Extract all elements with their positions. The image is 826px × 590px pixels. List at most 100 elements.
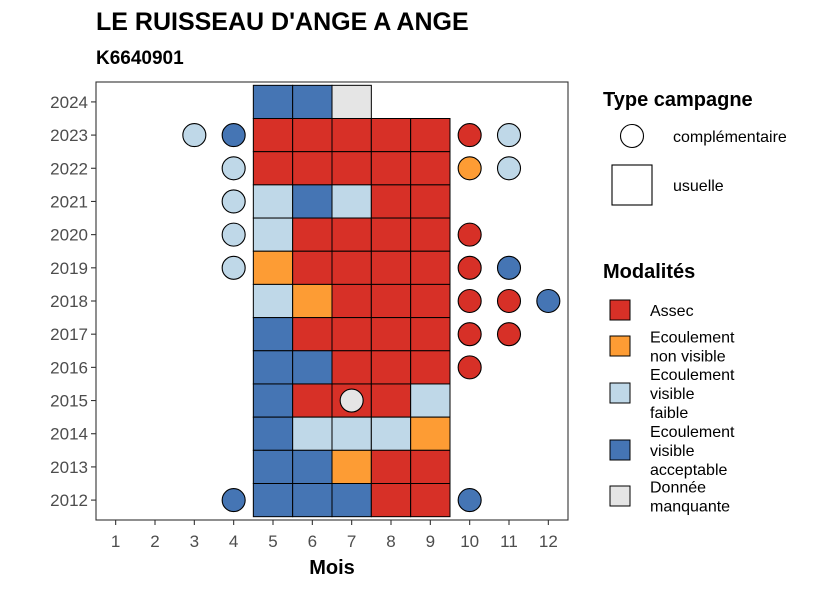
y-tick-label-2012: 2012 [50, 491, 88, 510]
x-tick-label-1: 1 [111, 532, 120, 551]
y-tick-label-2019: 2019 [50, 259, 88, 278]
point-2022-4 [221, 156, 246, 181]
tile-2013-9 [410, 449, 451, 484]
tile-2021-5 [252, 184, 294, 219]
y-tick-label-2015: 2015 [50, 392, 88, 411]
legend-key-assec [609, 299, 631, 321]
chart-title: LE RUISSEAU D'ANGE A ANGE [96, 8, 469, 36]
legend-label-faible-1: visible [650, 386, 695, 403]
tile-2013-8 [370, 449, 412, 484]
y-tick-label-2023: 2023 [50, 126, 88, 145]
x-tick-label-12: 12 [539, 532, 558, 551]
tile-2020-5 [252, 217, 294, 252]
legend-key-nonvisible [609, 335, 631, 357]
x-tick-label-4: 4 [229, 532, 238, 551]
tile-2014-8 [370, 416, 412, 451]
tile-layer [252, 84, 451, 518]
tile-2020-9 [410, 217, 451, 252]
x-tick-label-10: 10 [460, 532, 479, 551]
legend-label-faible-2: faible [650, 405, 688, 422]
tile-2019-7 [331, 250, 372, 285]
tile-2013-6 [292, 449, 333, 484]
tile-2018-5 [252, 283, 294, 319]
tile-2023-9 [410, 118, 451, 153]
tile-2016-5 [252, 350, 294, 385]
point-2021-4 [221, 189, 246, 214]
x-tick-label-8: 8 [386, 532, 395, 551]
tile-2022-5 [252, 151, 294, 186]
point-2012-4 [221, 488, 246, 513]
legend-label-nonvisible-1: non visible [650, 349, 726, 366]
x-tick-label-9: 9 [426, 532, 435, 551]
x-tick-label-11: 11 [500, 532, 518, 551]
legend-shape-title: Type campagne [603, 89, 753, 111]
point-2017-11 [496, 322, 522, 347]
tile-2024-7 [331, 84, 372, 120]
tile-2018-8 [370, 283, 412, 319]
point-2023-11 [496, 123, 522, 148]
legend-label-assec-0: Assec [650, 303, 694, 320]
point-2023-10 [457, 123, 482, 148]
tile-2022-8 [370, 151, 412, 186]
x-tick-label-5: 5 [268, 532, 277, 551]
point-2017-10 [457, 322, 482, 347]
tile-2014-6 [292, 416, 333, 451]
tile-2020-8 [370, 217, 412, 252]
point-2020-10 [457, 222, 482, 247]
point-2016-10 [457, 355, 482, 380]
point-2015-7 [339, 388, 364, 413]
y-tick-label-2014: 2014 [50, 425, 88, 444]
y-axis: 2012 2013 2014 2015 2016 2017 2018 2019 2020 2021… [50, 93, 96, 510]
tile-2014-5 [252, 416, 294, 451]
tile-2020-6 [292, 217, 333, 252]
tile-2021-6 [292, 184, 333, 219]
tile-2013-5 [252, 449, 294, 484]
chart-subtitle: K6640901 [96, 48, 184, 69]
legend-key-acceptable [609, 439, 631, 461]
tile-2020-7 [331, 217, 372, 252]
tile-2012-9 [410, 483, 451, 518]
point-2018-10 [457, 288, 482, 314]
legend-label-acceptable-2: acceptable [650, 462, 727, 479]
tile-2021-9 [410, 184, 451, 219]
legend-label-acceptable-1: visible [650, 443, 695, 460]
tile-2019-9 [410, 250, 451, 285]
tile-2015-9 [410, 383, 451, 418]
tile-2016-9 [410, 350, 451, 385]
x-tick-label-7: 7 [347, 532, 356, 551]
tile-2022-6 [292, 151, 333, 186]
y-tick-label-2013: 2013 [50, 458, 88, 477]
point-layer [182, 123, 561, 513]
x-tick-label-6: 6 [308, 532, 317, 551]
tile-2015-5 [252, 383, 294, 418]
tile-2016-7 [331, 350, 372, 385]
tile-2017-5 [252, 317, 294, 352]
tile-2021-8 [370, 184, 412, 219]
tile-2023-6 [292, 118, 333, 153]
point-2019-4 [221, 255, 246, 280]
tile-2015-8 [370, 383, 412, 418]
x-axis-title: Mois [309, 557, 355, 579]
y-tick-label-2017: 2017 [50, 325, 88, 344]
tile-2017-8 [370, 317, 412, 352]
tile-2019-5 [252, 250, 294, 285]
tile-2023-8 [370, 118, 412, 153]
y-tick-label-2018: 2018 [50, 292, 88, 311]
tile-2018-7 [331, 283, 372, 319]
legend-color-title: Modalités [603, 261, 695, 283]
x-axis: 1 2 3 4 5 6 7 8 9 10 11 12 [111, 520, 558, 551]
tile-2012-7 [331, 483, 372, 518]
legend-key-faible [609, 382, 631, 404]
tile-2015-6 [292, 383, 333, 418]
tile-2024-5 [252, 84, 294, 120]
tile-2023-5 [252, 118, 294, 153]
tile-2018-9 [410, 283, 451, 319]
tile-2022-7 [331, 151, 372, 186]
x-tick-label-2: 2 [150, 532, 159, 551]
tile-2019-8 [370, 250, 412, 285]
x-tick-label-3: 3 [190, 532, 199, 551]
legend-label-faible-0: Ecoulement [650, 367, 735, 384]
tile-2021-7 [331, 184, 372, 219]
y-tick-label-2021: 2021 [50, 192, 88, 211]
